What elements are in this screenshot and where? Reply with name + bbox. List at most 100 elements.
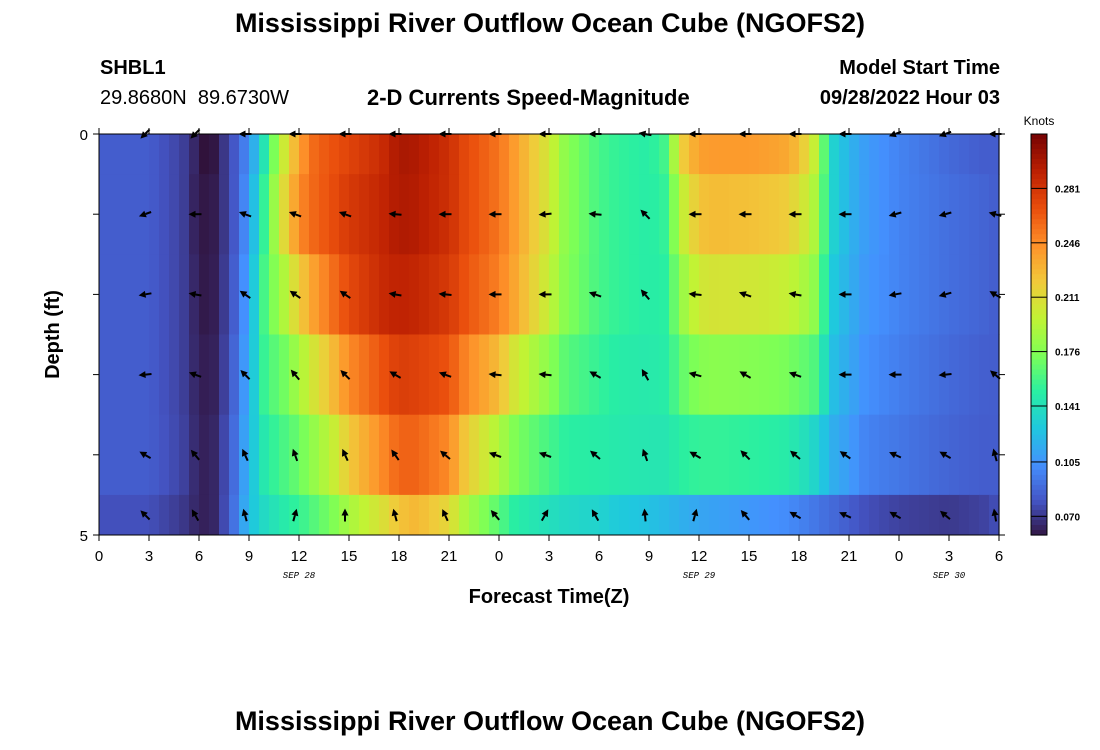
vector-head — [488, 451, 497, 459]
heatmap-cell — [599, 414, 610, 496]
current-vector — [389, 371, 402, 379]
current-vector — [488, 371, 502, 379]
current-vector — [440, 450, 451, 460]
heatmap-cell — [109, 254, 120, 335]
heatmap-cell — [759, 334, 770, 416]
current-vector — [991, 448, 999, 462]
vector-head — [838, 210, 846, 218]
vector-head — [640, 209, 648, 217]
colorbar-segment — [1031, 214, 1047, 220]
heatmap-cell — [459, 334, 470, 416]
current-vector — [938, 210, 952, 218]
vector-head — [488, 290, 496, 298]
heatmap-cell — [959, 174, 970, 255]
heatmap-cell — [449, 254, 460, 335]
vector-head — [188, 210, 196, 218]
vector-head — [238, 130, 246, 138]
vector-head — [739, 371, 748, 378]
heatmap-cell — [99, 254, 110, 335]
current-vector — [939, 451, 952, 459]
heatmap-cell — [779, 494, 790, 536]
current-vector — [641, 369, 650, 381]
heatmap-cell — [469, 334, 480, 416]
colorbar-segment — [1031, 234, 1047, 240]
vector-shaft — [744, 374, 752, 379]
heatmap-cell — [799, 334, 810, 416]
colorbar-tick-label: 0.281 — [1055, 184, 1080, 195]
current-vector — [590, 450, 601, 460]
vector-shaft — [494, 514, 500, 521]
vector-head — [238, 211, 247, 218]
vector-shaft — [594, 454, 601, 460]
vector-head — [938, 130, 947, 138]
vector-shaft — [344, 454, 349, 462]
heatmap-cell — [949, 134, 960, 175]
heatmap-cell — [519, 174, 530, 255]
heatmap-cell — [219, 254, 230, 335]
heatmap-cell — [469, 134, 480, 175]
colorbar-segment — [1031, 154, 1047, 160]
heatmap-cell — [909, 174, 920, 255]
colorbar-segment — [1031, 269, 1047, 275]
heatmap-cell — [669, 414, 680, 496]
current-vector — [341, 508, 349, 522]
heatmap-cell — [769, 174, 780, 255]
heatmap-cell — [299, 134, 310, 175]
vector-shaft — [344, 374, 351, 380]
heatmap-cell — [659, 134, 670, 175]
heatmap-cell — [269, 334, 280, 416]
heatmap-cell — [829, 414, 840, 496]
heatmap-cell — [379, 254, 390, 335]
vector-shaft — [695, 373, 702, 378]
current-vector — [488, 130, 502, 138]
vector-shaft — [545, 454, 552, 458]
heatmap-cell — [849, 494, 860, 536]
current-vector — [391, 449, 400, 461]
vector-head — [340, 370, 348, 378]
heatmap-cell — [309, 174, 320, 255]
vector-shaft — [644, 374, 650, 381]
current-vector — [188, 371, 202, 379]
heatmap-cell — [669, 174, 680, 255]
colorbar-segment — [1031, 369, 1047, 376]
heatmap-cell — [439, 134, 450, 175]
heatmap-cell — [499, 174, 510, 255]
vector-shaft — [195, 293, 202, 297]
heatmap-cell — [299, 494, 310, 536]
colorbar-segment — [1031, 364, 1047, 371]
heatmap-cell — [729, 254, 740, 335]
current-vector — [788, 371, 802, 379]
current-vector — [989, 291, 1002, 299]
current-vector — [438, 210, 452, 218]
vector-shaft — [994, 374, 1001, 380]
heatmap-cell — [649, 174, 660, 255]
current-vector — [291, 508, 299, 522]
colorbar-segment — [1031, 254, 1047, 260]
chart-subtitle: 2-D Currents Speed-Magnitude — [367, 85, 690, 110]
heatmap-cell — [169, 334, 180, 416]
current-vector — [589, 371, 602, 379]
model-start-label: Model Start Time — [839, 57, 1000, 79]
heatmap-cell — [829, 174, 840, 255]
vector-shaft — [445, 373, 452, 378]
heatmap-cell — [199, 174, 210, 255]
heatmap-cell — [929, 254, 940, 335]
vector-head — [438, 210, 446, 218]
vector-head — [138, 210, 147, 218]
current-vector — [139, 451, 152, 459]
colorbar-segment — [1031, 159, 1047, 165]
x-tick-label: 21 — [841, 548, 858, 565]
vector-head — [789, 511, 798, 519]
vector-head — [490, 510, 498, 518]
colorbar-segment — [1031, 519, 1047, 526]
vector-head — [239, 290, 248, 298]
heatmap-cell — [929, 494, 940, 536]
colorbar-segment — [1031, 494, 1047, 501]
heatmap-cell — [399, 174, 410, 255]
current-vector — [288, 211, 302, 218]
heatmap-cell — [679, 254, 690, 335]
heatmap-cell — [919, 334, 930, 416]
vector-shaft — [294, 293, 301, 299]
vector-head — [788, 130, 796, 138]
